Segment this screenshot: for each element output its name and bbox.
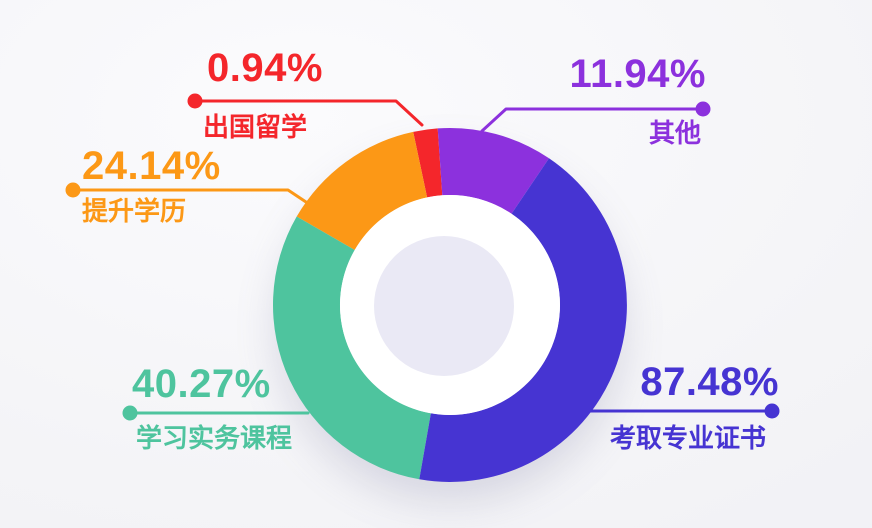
callout-value-abroad: 0.94% (207, 46, 323, 90)
callout-line-upgrade (71, 188, 311, 206)
pie-slice-2[interactable] (296, 131, 428, 250)
callout-value-other: 11.94% (569, 52, 706, 96)
callout-dot-course (122, 405, 138, 421)
callout-line-other (480, 107, 705, 133)
callout-label-course: 学习实务课程 (136, 423, 293, 453)
pie-slice-3[interactable] (272, 216, 431, 480)
callout-lines-group (65, 93, 780, 421)
callout-value-course: 40.27% (132, 362, 271, 406)
callout-value-upgrade: 24.14% (82, 144, 221, 188)
pie-slice-0[interactable] (413, 128, 443, 198)
donut-hub-circle (374, 236, 514, 376)
callout-label-cert: 考取专业证书 (609, 423, 766, 453)
callout-label-upgrade: 提升学历 (82, 196, 187, 226)
callout-line-abroad (193, 99, 424, 127)
callout-value-cert: 87.48% (640, 360, 779, 404)
pie-slice-1[interactable] (437, 127, 549, 214)
callout-label-abroad: 出国留学 (203, 112, 308, 142)
callout-dot-upgrade (65, 182, 81, 198)
callout-dot-cert (764, 403, 780, 419)
pie-slice-4[interactable] (419, 158, 627, 482)
pie-slices-group (272, 127, 627, 482)
callout-dot-abroad (187, 93, 203, 109)
callout-label-other: 其他 (648, 118, 701, 148)
callout-dot-other (695, 101, 711, 117)
